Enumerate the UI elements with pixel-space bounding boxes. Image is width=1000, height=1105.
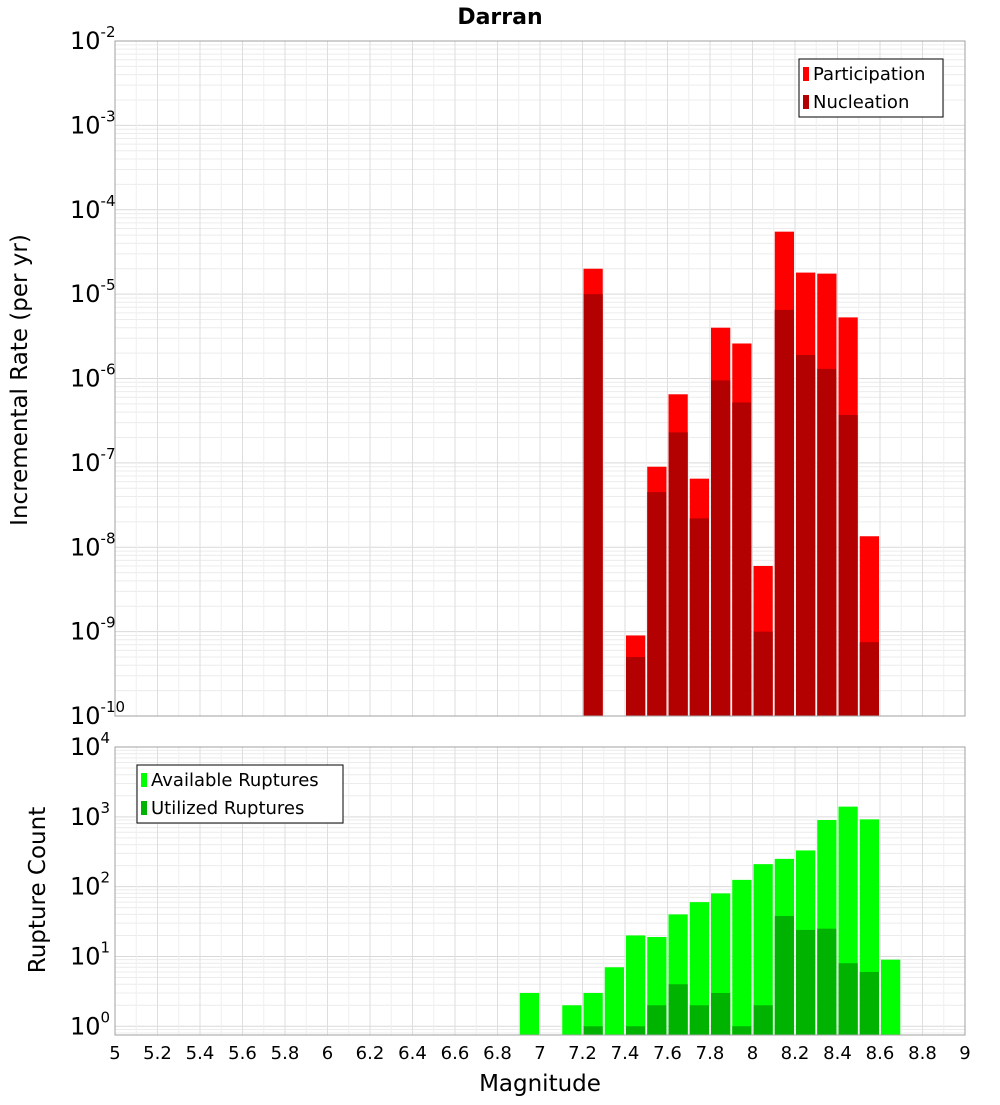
x-tick-label: 7.2 [568,1043,597,1064]
x-axis-title: Magnitude [479,1071,601,1097]
x-tick-label: 6 [322,1043,333,1064]
bar-available-ruptures [732,879,752,1035]
grid [114,40,966,717]
bar-nucleation [689,518,709,716]
y-tick-label: 10-6 [70,361,116,393]
bar-nucleation [626,657,646,716]
bar-utilized-ruptures [711,992,731,1035]
x-tick-label: 8.2 [781,1043,810,1064]
bar-utilized-ruptures [753,1005,773,1035]
x-tick-label: 9 [959,1043,970,1064]
legend-label: Nucleation [813,92,909,113]
y-tick-label: 10-2 [70,23,116,55]
legend-swatch [141,773,147,787]
bar-available-ruptures [604,967,624,1035]
legend-box [798,58,944,118]
bar-available-ruptures [562,1005,582,1035]
x-tick-label: 6.4 [398,1043,427,1064]
y-tick-label: 10-9 [70,614,116,646]
bar-nucleation [796,354,816,716]
x-tick-label: 8.8 [908,1043,937,1064]
x-tick-label: 7.6 [653,1043,682,1064]
bar-available-ruptures [881,959,901,1035]
legend-label: Participation [813,64,925,85]
x-tick-label: 7 [534,1043,545,1064]
chart-title: Darran [457,5,542,30]
bar-utilized-ruptures [774,915,794,1035]
y-tick-label: 104 [70,729,110,761]
bar-nucleation [647,492,667,716]
y-tick-label: 10-10 [70,698,125,730]
bar-nucleation [711,380,731,716]
bar-nucleation [753,631,773,716]
bar-utilized-ruptures [583,1026,603,1035]
x-tick-label: 5.8 [271,1043,300,1064]
y-tick-label: 100 [70,1008,110,1040]
bar-nucleation [817,368,837,716]
legend-swatch [803,95,809,109]
bar-nucleation [774,309,794,716]
bar-utilized-ruptures [647,1005,667,1035]
bar-utilized-ruptures [817,928,837,1035]
top-y-axis-title: Incremental Rate (per yr) [7,234,33,526]
bar-nucleation [838,414,858,716]
legend-label: Available Ruptures [151,770,319,791]
bar-utilized-ruptures [626,1026,646,1035]
y-tick-label: 101 [70,938,110,970]
x-tick-label: 5.2 [143,1043,172,1064]
bar-nucleation [668,432,688,716]
bar-utilized-ruptures [838,963,858,1035]
bar-utilized-ruptures [689,1005,709,1035]
legend-swatch [803,67,809,81]
panel-count: 100 101 102 103 104 5 5.2 5.4 5.6 5.8 6 6.2 6.4 6.6 6.… [70,729,971,1064]
bar-nucleation [859,642,879,716]
bar-available-ruptures [689,902,709,1035]
bar-nucleation [732,402,752,716]
y-tick-label: 10-7 [70,445,116,477]
x-tick-label: 6.8 [483,1043,512,1064]
legend-swatch [141,801,147,815]
legend-box [136,764,344,824]
y-tick-label: 10-3 [70,107,116,139]
x-tick-label: 5.4 [186,1043,215,1064]
y-tick-label: 103 [70,799,110,831]
x-tick-label: 7.8 [696,1043,725,1064]
bar-utilized-ruptures [859,971,879,1035]
panel-rate: 10-10 10-9 10-8 10-7 10-6 10-5 10-4 10-3 10-2 Par… [70,23,966,730]
plot-frame [114,746,966,1036]
bar-available-ruptures [753,864,773,1035]
bar-utilized-ruptures [796,929,816,1035]
x-tick-label: 6.6 [441,1043,470,1064]
y-tick-label: 102 [70,869,110,901]
legend: Participation Nucleation [798,58,944,118]
x-tick-label: 5 [109,1043,120,1064]
bar-utilized-ruptures [732,1026,752,1035]
bar-available-ruptures [583,992,603,1035]
bar-available-ruptures [626,935,646,1035]
bottom-y-axis-title: Rupture Count [25,807,51,973]
y-tick-label: 10-5 [70,276,116,308]
x-tick-label: 8.6 [866,1043,895,1064]
y-tick-label: 10-4 [70,192,116,224]
bar-utilized-ruptures [668,984,688,1035]
x-tick-label: 6.2 [356,1043,385,1064]
legend-label: Utilized Ruptures [151,798,304,819]
bar-nucleation [583,294,603,716]
y-tick-label: 10-8 [70,529,116,561]
x-tick-label: 8 [747,1043,758,1064]
x-tick-label: 5.6 [228,1043,257,1064]
legend: Available Ruptures Utilized Ruptures [136,764,344,824]
x-tick-label: 8.4 [823,1043,852,1064]
x-tick-label: 7.4 [611,1043,640,1064]
bar-available-ruptures [519,992,539,1035]
plot-frame [114,40,966,717]
